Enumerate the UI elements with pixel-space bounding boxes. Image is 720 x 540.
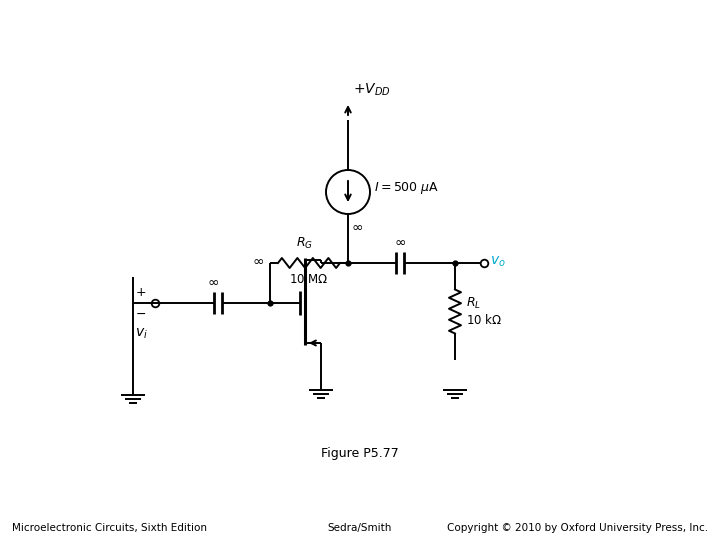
Text: Sedra/Smith: Sedra/Smith <box>328 523 392 533</box>
Text: $R_L$: $R_L$ <box>466 296 481 311</box>
Text: Microelectronic Circuits, Sixth Edition: Microelectronic Circuits, Sixth Edition <box>12 523 207 533</box>
Text: $10\ \mathrm{M\Omega}$: $10\ \mathrm{M\Omega}$ <box>289 273 329 286</box>
Text: Figure P5.77: Figure P5.77 <box>321 447 399 460</box>
Text: $+V_{DD}$: $+V_{DD}$ <box>353 82 391 98</box>
Text: $-$: $-$ <box>135 307 147 320</box>
Text: $\infty$: $\infty$ <box>207 275 219 289</box>
Text: Copyright © 2010 by Oxford University Press, Inc.: Copyright © 2010 by Oxford University Pr… <box>447 523 708 533</box>
Text: $v_o$: $v_o$ <box>490 255 505 269</box>
Text: $\infty$: $\infty$ <box>351 220 363 234</box>
Text: $v_i$: $v_i$ <box>135 327 148 341</box>
Text: $+$: $+$ <box>135 287 147 300</box>
Text: $\infty$: $\infty$ <box>394 235 406 249</box>
Text: $10\ \mathrm{k\Omega}$: $10\ \mathrm{k\Omega}$ <box>466 313 502 327</box>
Text: $\infty$: $\infty$ <box>252 254 264 268</box>
Text: $I = 500\ \mu\mathrm{A}$: $I = 500\ \mu\mathrm{A}$ <box>374 180 439 196</box>
Text: $R_G$: $R_G$ <box>297 236 313 251</box>
